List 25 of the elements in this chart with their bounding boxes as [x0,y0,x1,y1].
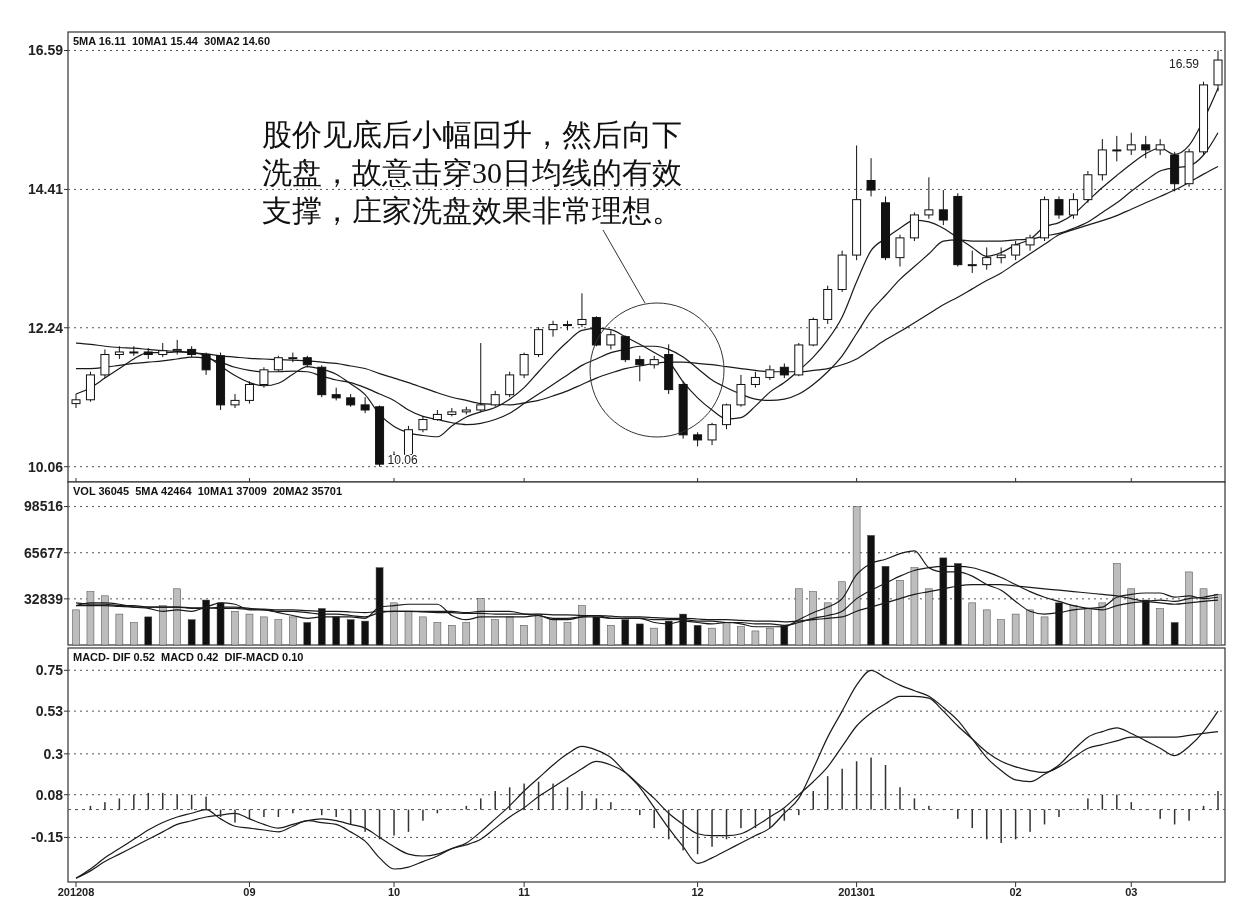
x-tick-label: 201301 [838,886,875,898]
y-tick-label: 0.3 [43,745,64,762]
chart-title: VOL 36045 5MA 42464 10MA1 37009 20MA2 35701 [73,485,343,497]
x-tick-label: 12 [691,886,704,898]
annotation: 股价见底后小幅回升，然后向下洗盘，故意击穿30日均线的有效支撑，庄家洗盘效果非常理想。 [262,118,682,227]
y-tick-label: 14.41 [27,181,64,198]
x-tick-label: 201208 [57,886,95,898]
y-tick-label: 32839 [24,590,64,607]
y-tick-label: 10.06 [27,458,64,475]
y-tick-label: 98516 [24,498,64,515]
chart-title: MACD- DIF 0.52 MACD 0.42 DIF-MACD 0.10 [73,651,304,663]
chart-title: 5MA 16.11 10MA1 15.44 30MA2 14.60 [73,35,271,47]
x-tick-label: 11 [518,886,530,898]
annotation: 16.59 [1168,57,1200,71]
y-tick-label: -0.15 [31,829,64,846]
x-tick-label: 02 [1009,886,1022,898]
y-tick-label: 0.75 [35,662,64,679]
x-tick-label: 10 [387,886,401,898]
y-tick-label: 0.08 [35,786,64,803]
y-tick-label: 12.24 [27,319,64,336]
y-tick-label: 16.59 [27,42,64,59]
y-tick-label: 65677 [24,544,64,561]
y-tick-label: 0.53 [35,703,64,720]
x-tick-label: 03 [1125,886,1138,898]
x-tick-label: 09 [243,886,256,898]
